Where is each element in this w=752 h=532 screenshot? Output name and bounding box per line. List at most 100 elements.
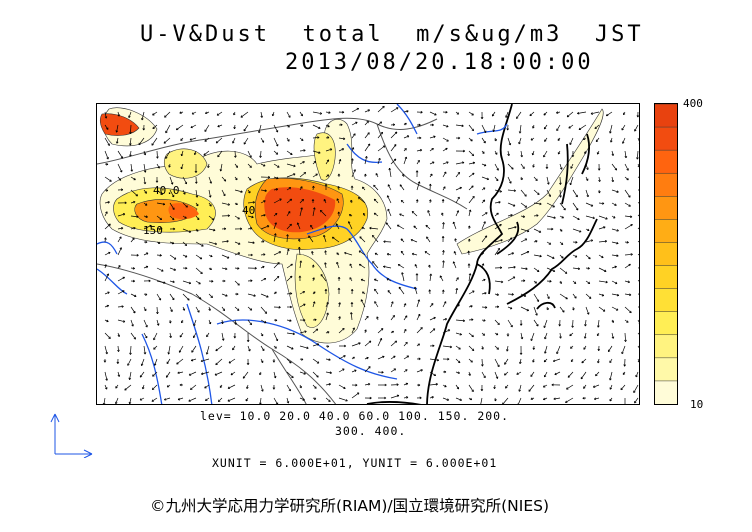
wind-arrow — [182, 241, 187, 246]
wind-arrow — [216, 111, 223, 116]
wind-arrow — [611, 254, 619, 257]
wind-arrow — [621, 124, 626, 131]
wind-arrow — [364, 366, 371, 373]
wind-arrow — [312, 124, 321, 129]
wind-arrow — [234, 163, 238, 168]
wind-arrow — [195, 241, 204, 247]
wind-arrow — [412, 253, 418, 256]
wind-arrow — [372, 261, 379, 269]
wind-arrow — [624, 280, 630, 283]
wind-arrow — [117, 290, 125, 295]
wind-arrow — [533, 267, 540, 272]
wind-arrow — [143, 163, 146, 173]
wind-arrow — [260, 200, 266, 204]
wind-arrow — [338, 302, 341, 308]
wind-arrow — [559, 332, 562, 339]
wind-arrow — [585, 239, 593, 243]
wind-arrow — [481, 358, 483, 367]
wind-arrow — [364, 132, 370, 139]
wind-arrow — [611, 228, 619, 232]
wind-arrow — [507, 202, 516, 207]
wind-arrow — [572, 189, 578, 198]
wind-arrow — [585, 189, 589, 198]
wind-arrow — [387, 184, 392, 191]
wind-arrow — [221, 202, 230, 206]
wind-arrow — [544, 345, 548, 354]
wind-arrow — [182, 215, 187, 219]
wind-arrow — [234, 241, 241, 245]
wind-arrow — [595, 137, 600, 142]
wind-arrow — [273, 222, 277, 230]
wind-arrow — [624, 202, 631, 207]
wind-arrow — [325, 358, 331, 361]
wind-arrow — [492, 111, 496, 117]
wind-arrow — [611, 306, 619, 311]
wind-arrow — [481, 292, 487, 295]
wind-arrow — [572, 293, 577, 299]
wind-arrow — [637, 280, 639, 282]
wind-arrow — [611, 202, 617, 206]
wind-arrow — [325, 159, 329, 165]
wind-arrow — [544, 332, 548, 340]
wind-arrow — [546, 293, 550, 299]
wind-arrow — [169, 293, 175, 300]
wind-arrow — [208, 241, 217, 245]
wind-arrow — [195, 215, 200, 220]
wind-arrow — [609, 371, 613, 381]
colorbar-swatch — [655, 334, 677, 358]
wind-arrow — [154, 358, 158, 366]
wind-arrow — [260, 384, 264, 392]
wind-arrow — [169, 189, 175, 198]
wind-arrow — [195, 189, 198, 198]
wind-arrow — [130, 332, 136, 340]
wind-arrow — [360, 279, 366, 282]
wind-arrow — [507, 150, 510, 156]
wind-arrow — [559, 189, 561, 198]
wind-arrow — [411, 211, 418, 217]
wind-arrow — [221, 176, 227, 182]
wind-arrow — [372, 235, 379, 243]
wind-arrow — [312, 371, 319, 378]
wind-arrow — [429, 136, 436, 139]
wind-arrow — [494, 345, 499, 350]
dust-map: 40.0 150 40 — [97, 104, 639, 404]
wind-arrow — [416, 181, 420, 191]
wind-arrow — [553, 358, 561, 362]
wind-arrow — [416, 149, 422, 152]
wind-arrow — [399, 184, 405, 191]
wind-arrow — [325, 371, 332, 374]
wind-arrow — [351, 133, 356, 139]
wind-arrow — [442, 329, 451, 334]
coastline — [366, 104, 598, 404]
wind-arrow — [455, 384, 459, 390]
wind-arrow — [377, 355, 385, 360]
wind-arrow — [169, 306, 173, 312]
wind-arrow — [168, 345, 171, 355]
wind-arrow — [533, 228, 542, 233]
wind-arrow — [299, 291, 305, 295]
wind-arrow — [156, 306, 158, 314]
wind-arrow — [195, 293, 202, 300]
wind-arrow — [468, 209, 471, 217]
wind-arrow — [260, 189, 267, 192]
wind-arrow — [130, 163, 133, 172]
wind-arrow — [349, 277, 353, 282]
wind-arrow — [312, 111, 322, 115]
wind-arrow — [533, 189, 540, 195]
wind-arrow — [387, 195, 392, 204]
wind-arrow — [504, 371, 509, 376]
wind-arrow — [481, 199, 486, 204]
wind-arrow — [624, 253, 633, 256]
wind-arrow — [520, 202, 527, 208]
wind-arrow — [572, 215, 580, 220]
wind-arrow — [228, 358, 236, 364]
wind-arrow — [468, 137, 473, 142]
wind-arrow — [546, 254, 555, 259]
wind-arrow — [390, 395, 400, 399]
wind-arrow — [179, 332, 184, 338]
wind-arrow — [611, 163, 617, 171]
wind-arrow — [234, 280, 240, 286]
colorbar-swatch — [655, 265, 677, 289]
wind-arrow — [611, 332, 614, 339]
wind-arrow — [152, 384, 158, 390]
